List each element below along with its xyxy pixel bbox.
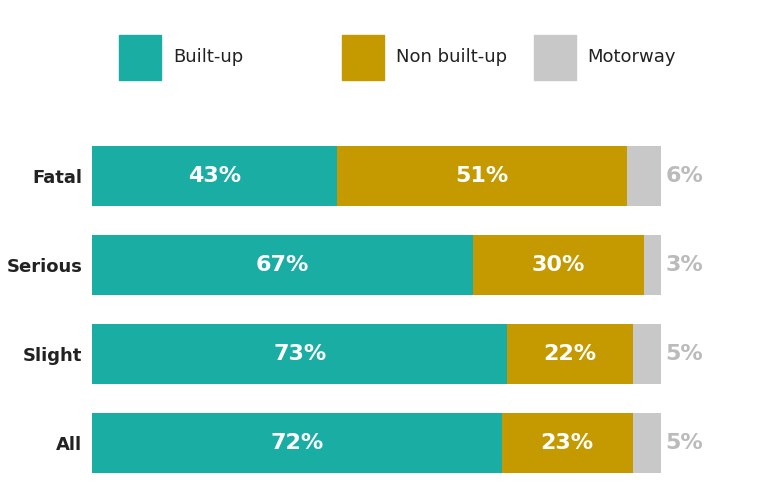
Text: 43%: 43% [188, 166, 241, 186]
Bar [627, 146, 661, 206]
Bar [337, 146, 627, 206]
Bar [92, 235, 473, 295]
Text: Built-up: Built-up [173, 48, 243, 66]
Text: 72%: 72% [270, 433, 323, 453]
Bar [92, 324, 508, 384]
Bar [644, 235, 661, 295]
Text: 23%: 23% [541, 433, 594, 453]
Text: 5%: 5% [666, 344, 703, 364]
Text: 30%: 30% [532, 255, 585, 275]
Bar [633, 324, 661, 384]
Text: 5%: 5% [666, 433, 703, 453]
Text: 73%: 73% [273, 344, 326, 364]
Bar [508, 324, 633, 384]
Text: 3%: 3% [666, 255, 703, 275]
Text: 67%: 67% [256, 255, 310, 275]
Bar [92, 146, 337, 206]
Bar [502, 413, 633, 473]
Bar [473, 235, 644, 295]
Bar [92, 413, 502, 473]
Text: Non built-up: Non built-up [396, 48, 507, 66]
Text: 51%: 51% [455, 166, 508, 186]
Text: Motorway: Motorway [588, 48, 676, 66]
Text: 22%: 22% [544, 344, 597, 364]
Bar [633, 413, 661, 473]
Text: 6%: 6% [666, 166, 703, 186]
